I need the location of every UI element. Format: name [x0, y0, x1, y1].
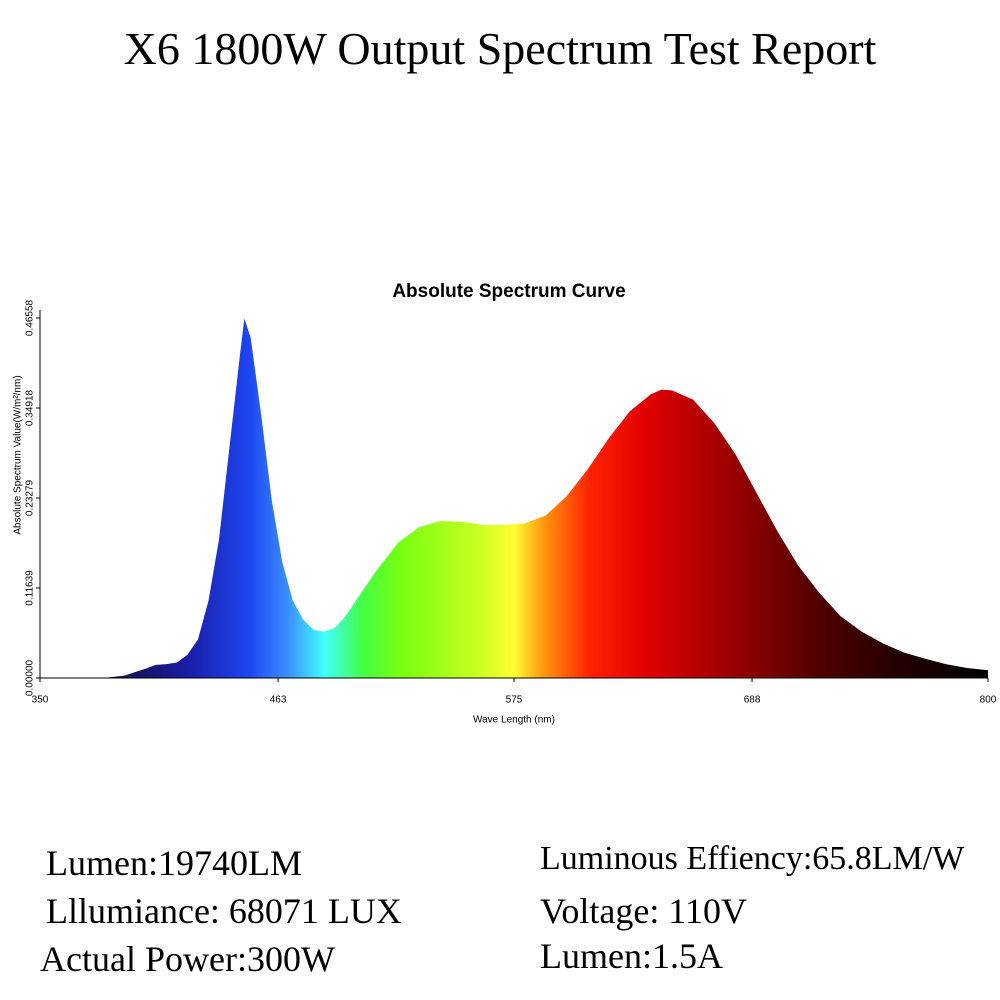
y-tick-label: 0.23279 — [25, 479, 36, 516]
x-tick-label: 575 — [506, 695, 523, 706]
chart-title: Absolute Spectrum Curve — [392, 281, 625, 302]
stat: Actual Power:300W — [40, 939, 335, 979]
y-tick-label: 0.34918 — [25, 389, 36, 426]
x-tick-label: 688 — [744, 695, 761, 706]
y-tick-label: 0.00000 — [25, 659, 36, 696]
y-axis-label: Absolute Spectrum Value(W/m²/nm) — [13, 375, 24, 534]
x-tick-label: 350 — [32, 695, 49, 706]
stat: Voltage: 110V — [540, 891, 747, 931]
spectrum-area — [40, 318, 988, 678]
x-axis-label: Wave Length (nm) — [473, 715, 555, 726]
x-tick-label: 800 — [980, 695, 997, 706]
y-tick-label: 0.46558 — [25, 299, 36, 336]
x-tick-label: 463 — [270, 695, 287, 706]
report-title: X6 1800W Output Spectrum Test Report — [123, 23, 877, 74]
stat: Lumen:1.5A — [540, 936, 723, 976]
y-tick-label: 0.11639 — [25, 570, 36, 606]
stat: Luminous Effiency:65.8LM/W — [540, 840, 965, 877]
stat: Lumen:19740LM — [46, 843, 302, 883]
chart: Absolute Spectrum Curve Wave Length (nm)… — [13, 281, 997, 726]
stat: Lllumiance: 68071 LUX — [46, 891, 402, 931]
